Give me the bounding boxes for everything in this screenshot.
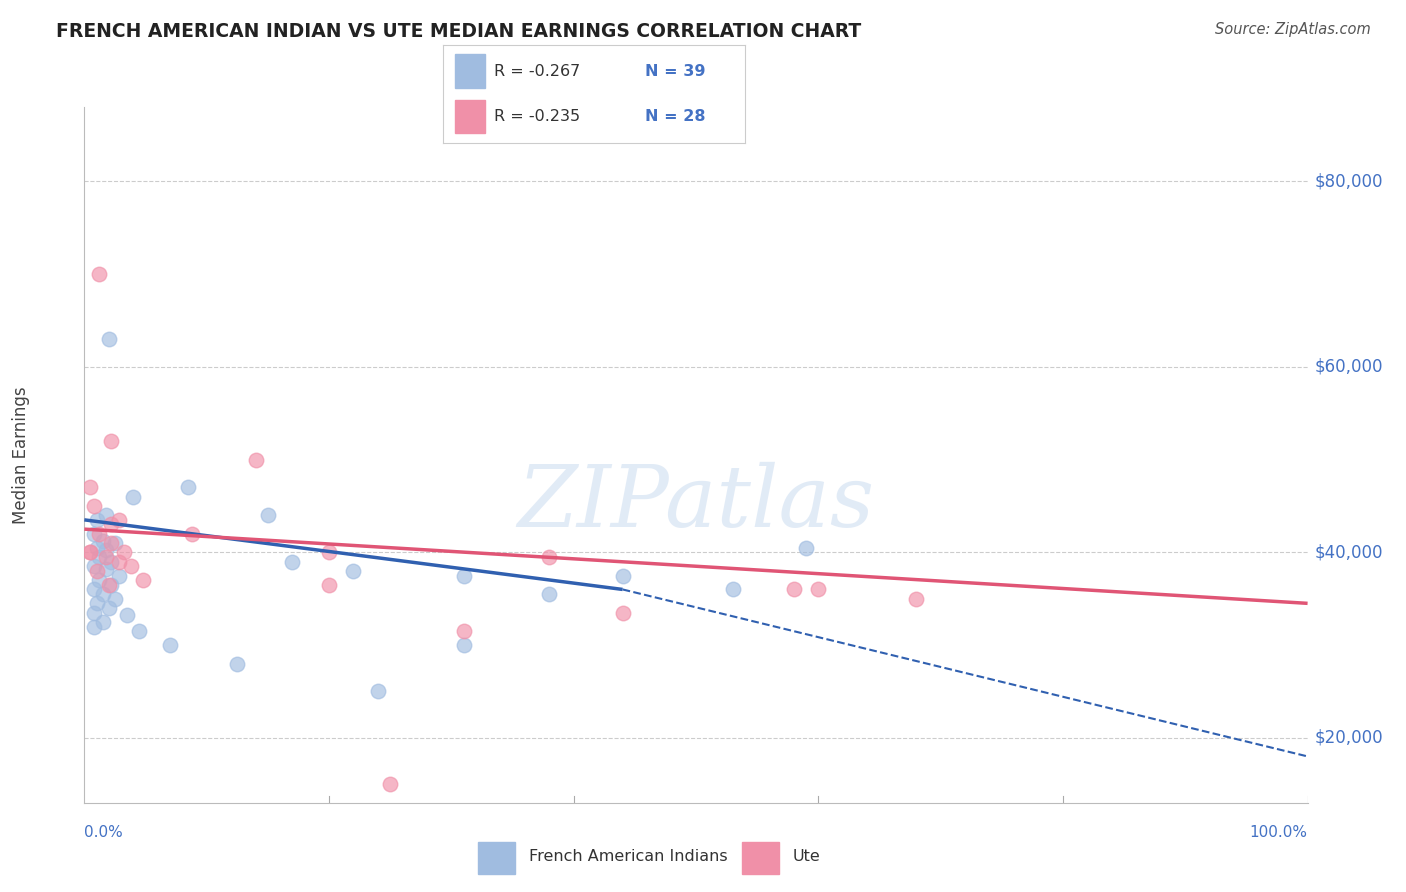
Point — [245, 452, 267, 467]
Point — [112, 545, 135, 559]
Point — [86, 596, 108, 610]
Point — [83, 606, 105, 620]
Point — [96, 508, 118, 523]
Text: N = 39: N = 39 — [645, 63, 706, 78]
Text: N = 28: N = 28 — [645, 109, 706, 124]
Point — [367, 684, 389, 698]
Text: $60,000: $60,000 — [1315, 358, 1384, 376]
Point — [104, 536, 127, 550]
Point — [79, 545, 101, 559]
FancyBboxPatch shape — [456, 100, 485, 133]
Point — [181, 526, 204, 541]
Point — [177, 480, 200, 494]
Point — [100, 434, 122, 448]
Point — [115, 608, 138, 623]
Point — [79, 545, 101, 559]
Text: Source: ZipAtlas.com: Source: ZipAtlas.com — [1215, 22, 1371, 37]
Point — [87, 549, 110, 564]
Text: R = -0.235: R = -0.235 — [495, 109, 581, 124]
Point — [79, 480, 101, 494]
Point — [905, 591, 928, 606]
FancyBboxPatch shape — [742, 842, 779, 874]
Point — [86, 564, 108, 578]
Point — [120, 559, 142, 574]
Point — [107, 568, 129, 582]
Point — [97, 578, 120, 592]
Point — [83, 526, 105, 541]
Point — [100, 555, 122, 569]
Point — [86, 541, 108, 555]
Point — [97, 601, 120, 615]
Point — [342, 564, 364, 578]
Point — [91, 587, 114, 601]
Point — [100, 517, 122, 532]
Point — [86, 513, 108, 527]
Point — [453, 624, 475, 639]
Point — [380, 777, 402, 791]
FancyBboxPatch shape — [478, 842, 515, 874]
Point — [318, 545, 340, 559]
Point — [794, 541, 817, 555]
Point — [104, 591, 127, 606]
Point — [96, 543, 118, 558]
Point — [257, 508, 280, 523]
Point — [100, 536, 122, 550]
Point — [107, 555, 129, 569]
Point — [100, 578, 122, 592]
Text: $80,000: $80,000 — [1315, 172, 1384, 190]
Point — [538, 549, 561, 564]
Point — [612, 606, 634, 620]
Point — [83, 559, 105, 574]
Text: Ute: Ute — [793, 849, 821, 864]
Text: 0.0%: 0.0% — [84, 825, 124, 840]
Point — [83, 582, 105, 597]
Point — [87, 573, 110, 587]
Point — [538, 587, 561, 601]
Text: R = -0.267: R = -0.267 — [495, 63, 581, 78]
Point — [128, 624, 150, 639]
Text: French American Indians: French American Indians — [529, 849, 727, 864]
Text: $40,000: $40,000 — [1315, 543, 1384, 561]
Point — [122, 490, 145, 504]
Point — [87, 526, 110, 541]
Point — [97, 332, 120, 346]
Point — [453, 638, 475, 652]
Point — [281, 555, 304, 569]
Text: 100.0%: 100.0% — [1250, 825, 1308, 840]
Point — [107, 513, 129, 527]
Point — [91, 615, 114, 629]
Point — [783, 582, 806, 597]
Point — [612, 568, 634, 582]
Point — [453, 568, 475, 582]
Point — [87, 267, 110, 281]
FancyBboxPatch shape — [456, 54, 485, 87]
Text: Median Earnings: Median Earnings — [13, 386, 30, 524]
Point — [807, 582, 830, 597]
Point — [318, 578, 340, 592]
Text: $20,000: $20,000 — [1315, 729, 1384, 747]
Point — [96, 549, 118, 564]
Text: ZIPatlas: ZIPatlas — [517, 462, 875, 545]
Point — [132, 573, 155, 587]
Point — [721, 582, 744, 597]
Point — [159, 638, 181, 652]
Point — [96, 562, 118, 576]
Text: FRENCH AMERICAN INDIAN VS UTE MEDIAN EARNINGS CORRELATION CHART: FRENCH AMERICAN INDIAN VS UTE MEDIAN EAR… — [56, 22, 862, 41]
Point — [226, 657, 249, 671]
Point — [91, 534, 114, 549]
Point — [83, 619, 105, 633]
Point — [83, 499, 105, 513]
